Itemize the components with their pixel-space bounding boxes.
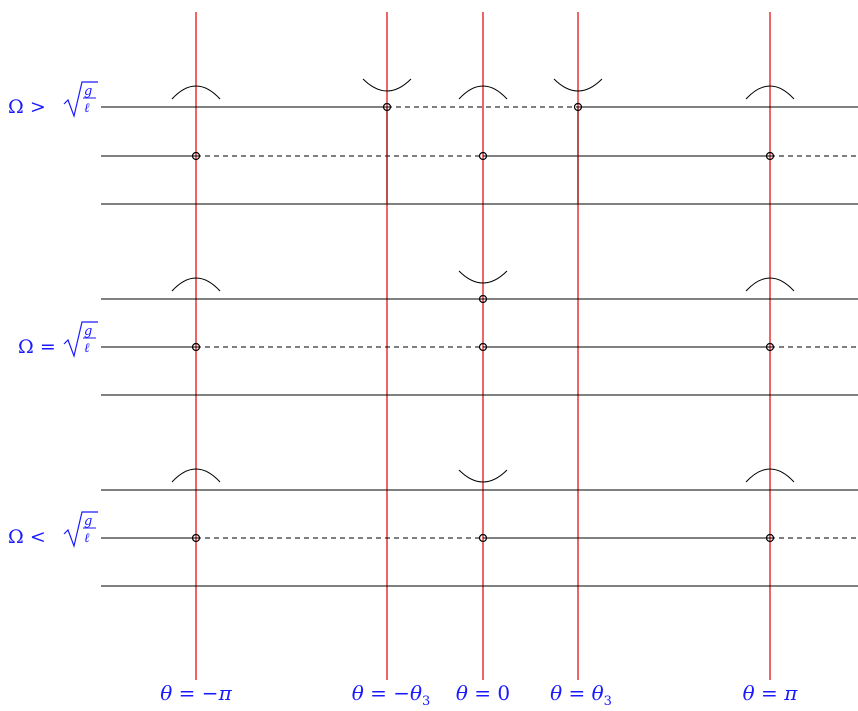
svg-text:g: g (84, 84, 92, 99)
equilibrium-point (191, 533, 201, 543)
theta-label-minus-pi: θ = −π (160, 681, 232, 705)
unstable-cap (745, 277, 795, 292)
sqrt-g-over-l-3: g ℓ (63, 511, 98, 549)
panels (101, 78, 858, 587)
svg-text:g: g (84, 514, 92, 529)
stable-cap (458, 469, 508, 483)
panel-label-greater: Ω > (8, 96, 46, 118)
equilibrium-point (765, 533, 775, 543)
equilibrium-point (191, 342, 201, 352)
equilibrium-point (382, 102, 392, 112)
unstable-cap (171, 277, 221, 292)
svg-text:ℓ: ℓ (84, 101, 90, 116)
stable-cap (553, 78, 603, 92)
unstable-cap (171, 468, 221, 483)
equilibrium-point (765, 151, 775, 161)
stable-cap (458, 270, 508, 284)
theta-label-theta3: θ = θ3 (550, 681, 612, 709)
theta-label-zero: θ = 0 (456, 681, 510, 705)
theta-labels: θ = −π θ = −θ3 θ = 0 θ = θ3 θ = π (160, 681, 798, 709)
stable-cap (362, 78, 412, 92)
equilibrium-point (478, 151, 488, 161)
theta-label-minus-theta3: θ = −θ3 (352, 681, 431, 709)
panel-label-less: Ω < (8, 526, 46, 548)
equilibrium-point (478, 533, 488, 543)
equilibrium-point (478, 342, 488, 352)
unstable-cap (458, 85, 508, 100)
svg-text:ℓ: ℓ (84, 531, 90, 546)
unstable-cap (171, 85, 221, 100)
unstable-cap (745, 468, 795, 483)
sqrt-g-over-l-1: g ℓ (63, 81, 98, 119)
vertical-lines (195, 12, 771, 680)
equilibrium-point (573, 102, 583, 112)
sqrt-g-over-l-2: g ℓ (63, 321, 98, 359)
panel-3 (101, 468, 858, 587)
svg-text:ℓ: ℓ (84, 341, 90, 356)
panel-2 (101, 270, 858, 396)
theta-label-pi: θ = π (743, 681, 799, 705)
unstable-cap (745, 85, 795, 100)
equilibrium-point (478, 294, 488, 304)
panel-1 (101, 78, 858, 205)
equilibrium-point (191, 151, 201, 161)
svg-text:g: g (84, 324, 92, 339)
equilibrium-point (765, 342, 775, 352)
panel-label-equal: Ω = (18, 336, 56, 358)
